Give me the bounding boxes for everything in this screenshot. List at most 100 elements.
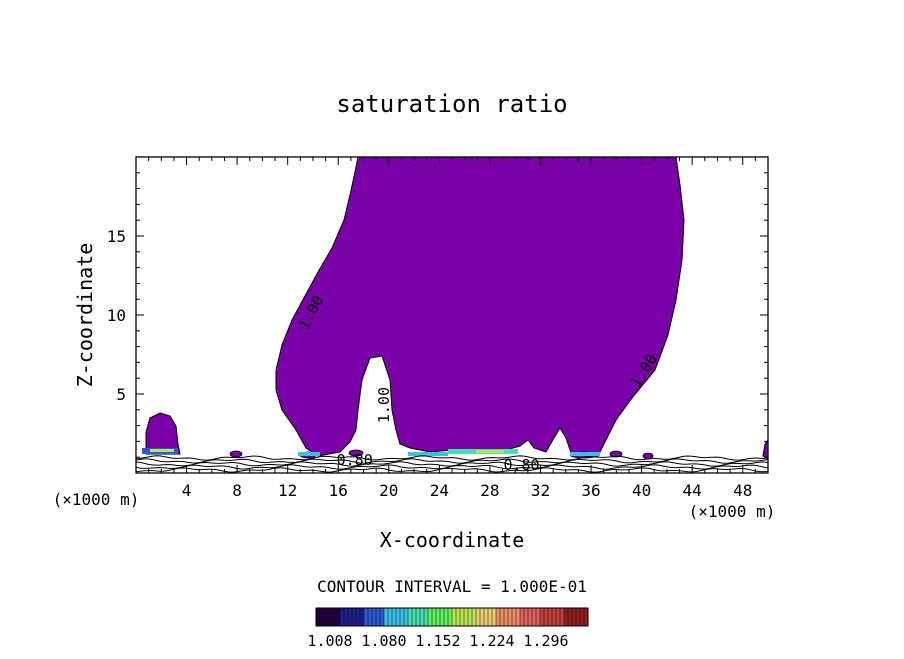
colorbar-cell [496,608,500,626]
colorbar-cell [536,608,540,626]
y-axis-label: Z-coordinate [73,243,97,388]
colorbar-cell [328,608,332,626]
colorbar-cell [520,608,524,626]
x-tick-labels: 4 8 12 16 20 24 28 32 36 40 44 48 [182,481,753,500]
saturated-region-main [275,156,685,457]
high-saturation-core-3 [476,450,504,453]
x-axis-ticks [148,157,756,473]
x-tick-label: 20 [379,481,398,500]
colorbar-cell [548,608,552,626]
x-axis-label: X-coordinate [380,528,525,552]
colorbar-cell [348,608,352,626]
colorbar-cell [340,608,344,626]
colorbar-cell [564,608,568,626]
colorbar-cell [500,608,504,626]
colorbar-cell [580,608,584,626]
y-axis-ticks [136,172,768,458]
x-tick-label: 24 [430,481,449,500]
colorbar-cell [368,608,372,626]
colorbar-cell [532,608,536,626]
colorbar-cell [576,608,580,626]
chart-title: saturation ratio [336,90,567,118]
colorbar-cell [488,608,492,626]
x-tick-label: 48 [733,481,752,500]
surface-contour-line [135,455,769,461]
colorbar-cell [336,608,340,626]
colorbar-cell [320,608,324,626]
high-saturation-band-2 [408,452,448,456]
colorbar-cell [456,608,460,626]
colorbar-cell [404,608,408,626]
colorbar-cell [324,608,328,626]
colorbar-cell [364,608,368,626]
y-tick-label: 10 [107,306,126,325]
colorbar-cell [492,608,496,626]
colorbar-cell [428,608,432,626]
colorbar-cell [356,608,360,626]
plot-area: 1.001.001.000.80 0.80 [135,156,769,474]
colorbar-cell [436,608,440,626]
colorbar-cell [344,608,348,626]
colorbar-strip [315,608,588,626]
contour-label: 1.00 [375,387,393,423]
colorbar-label: 1.224 [469,632,514,650]
near-surface-contours [135,455,769,473]
high-saturation-band-1 [298,452,320,456]
colorbar-cell [476,608,480,626]
high-saturation-core-left [150,449,174,452]
x-unit-right: (×1000 m) [689,502,776,521]
colorbar-cell [380,608,384,626]
colorbar-cell [388,608,392,626]
y-tick-labels: 5 10 15 [107,227,126,404]
contour-label: 0.80 [337,451,373,469]
colorbar-cell [524,608,528,626]
x-tick-label: 36 [581,481,600,500]
colorbar-cell [556,608,560,626]
colorbar-cell [360,608,364,626]
colorbar-cell [516,608,520,626]
colorbar-cell [544,608,548,626]
colorbar-cell [464,608,468,626]
colorbar-cell [372,608,376,626]
colorbar-cell [420,608,424,626]
x-tick-label: 32 [531,481,550,500]
colorbar-cell [412,608,416,626]
colorbar-cell [560,608,564,626]
colorbar-cell [392,608,396,626]
high-saturation-band-4 [570,452,600,456]
colorbar-labels: 1.008 1.080 1.152 1.224 1.296 [307,632,568,650]
colorbar-cell [528,608,532,626]
surface-contour-line [135,458,769,464]
saturated-blob-small-5 [609,450,623,458]
saturated-blob-small-3 [348,449,364,457]
colorbar-label: 1.008 [307,632,352,650]
colorbar-cell [512,608,516,626]
x-unit-left: (×1000 m) [53,490,140,509]
colorbar-cell [376,608,380,626]
colorbar-cell [504,608,508,626]
colorbar-cell [480,608,484,626]
contour-interval-text: CONTOUR INTERVAL = 1.000E-01 [317,577,587,596]
colorbar-cell [316,608,320,626]
x-tick-label: 12 [278,481,297,500]
colorbar-cell [452,608,456,626]
x-tick-label: 40 [632,481,651,500]
colorbar-cell [352,608,356,626]
colorbar-cell [416,608,420,626]
colorbar-cell [568,608,572,626]
surface-contour-line [135,464,769,470]
contour-label: 0.80 [503,456,539,474]
colorbar-frame [315,607,589,627]
y-tick-label: 15 [107,227,126,246]
saturated-region-left-cell [145,412,181,455]
colorbar: 1.008 1.080 1.152 1.224 1.296 [307,607,589,650]
x-tick-label: 8 [232,481,242,500]
colorbar-cell [432,608,436,626]
saturated-region-right-edge [762,438,769,459]
colorbar-cell [508,608,512,626]
colorbar-cell [444,608,448,626]
colorbar-cell [552,608,556,626]
saturated-blob-small-1 [229,450,243,458]
x-tick-label: 28 [480,481,499,500]
